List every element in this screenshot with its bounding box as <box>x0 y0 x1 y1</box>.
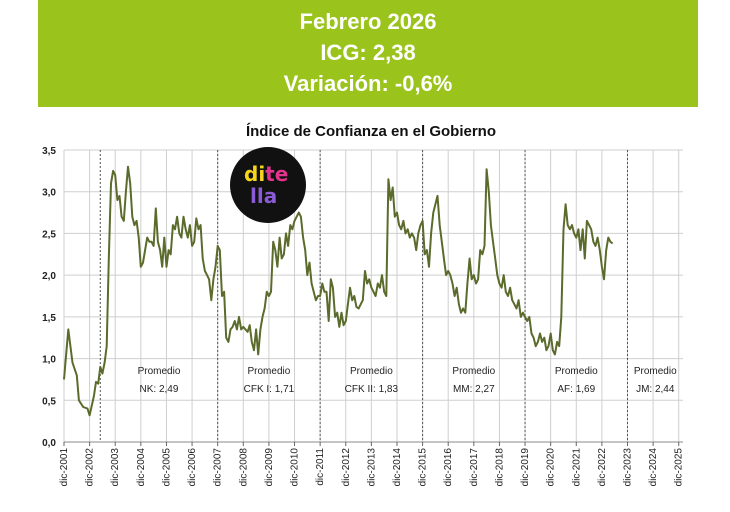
period-label-value: NK: 2,49 <box>140 384 179 395</box>
header-icg-value: ICG: 2,38 <box>320 40 416 65</box>
x-tick-label: dic-2004 <box>136 448 147 487</box>
header-variation: Variación: -0,6% <box>283 71 453 96</box>
y-tick-label: 1,0 <box>42 355 56 366</box>
logo-text-di: dite <box>244 162 288 186</box>
logo-te: te <box>265 162 288 186</box>
chart-title: Índice de Confianza en el Gobierno <box>246 123 496 140</box>
header-month: Febrero 2026 <box>299 9 437 34</box>
y-axis: 0,0 0,5 1,0 1,5 2,0 2,5 3,0 3,5 <box>42 146 56 449</box>
y-tick-label: 2,0 <box>42 271 56 282</box>
x-tick-label: dic-2014 <box>392 448 403 487</box>
x-tick-label: dic-2024 <box>648 448 659 487</box>
series-line <box>63 165 614 417</box>
x-tick-label: dic-2012 <box>341 448 352 487</box>
x-tick-label: dic-2019 <box>520 448 531 487</box>
x-tick-label: dic-2013 <box>366 448 377 487</box>
x-tick-label: dic-2021 <box>571 448 582 487</box>
period-label-title: Promedio <box>138 366 181 377</box>
period-label-title: Promedio <box>248 366 291 377</box>
x-tick-label: dic-2017 <box>469 448 480 487</box>
x-tick-label: dic-2011 <box>315 448 326 486</box>
y-tick-label: 1,5 <box>42 313 56 324</box>
period-label-value: JM: 2,44 <box>636 384 675 395</box>
y-tick-label: 2,5 <box>42 229 56 240</box>
logo-di: di <box>244 162 265 186</box>
y-tick-label: 0,5 <box>42 396 56 407</box>
x-tick-label: dic-2016 <box>443 448 454 487</box>
grid <box>63 149 683 443</box>
period-label-title: Promedio <box>634 366 677 377</box>
x-tick-label: dic-2020 <box>546 448 557 487</box>
period-labels: Promedio NK: 2,49 Promedio CFK I: 1,71 Prome… <box>138 366 678 395</box>
x-tick-label: dic-2005 <box>161 448 172 487</box>
chart: Índice de Confianza en el Gobierno 0,00,… <box>42 123 685 486</box>
x-axis: dic-2001 dic-2002 dic-2003 dic-2004 dic-2005… <box>59 442 685 486</box>
ditella-logo: dite lla <box>230 147 306 223</box>
y-tick-label: 3,0 <box>42 188 56 199</box>
x-tick-label: dic-2015 <box>418 448 429 487</box>
x-tick-label: dic-2023 <box>623 448 634 487</box>
period-label-title: Promedio <box>452 366 495 377</box>
period-label-value: CFK I: 1,71 <box>244 384 295 395</box>
x-tick-label: dic-2003 <box>110 448 121 487</box>
x-tick-label: dic-2010 <box>290 448 301 487</box>
x-tick-label: dic-2006 <box>187 448 198 487</box>
x-tick-label: dic-2002 <box>85 448 96 487</box>
y-tick-label: 3,5 <box>42 146 56 157</box>
x-tick-label: dic-2007 <box>213 448 224 487</box>
x-tick-label: dic-2018 <box>494 448 505 487</box>
period-label-title: Promedio <box>555 366 598 377</box>
x-tick-label: dic-2008 <box>238 448 249 487</box>
period-label-title: Promedio <box>350 366 393 377</box>
logo-lla: lla <box>250 184 277 208</box>
period-label-value: AF: 1,69 <box>557 384 595 395</box>
y-tick-label: 0,0 <box>42 438 56 449</box>
x-tick-label: dic-2009 <box>264 448 275 487</box>
period-label-value: MM: 2,27 <box>453 384 495 395</box>
logo-circle <box>230 147 306 223</box>
period-label-value: CFK II: 1,83 <box>345 384 399 395</box>
x-tick-label: dic-2022 <box>597 448 608 487</box>
x-tick-label: dic-2001 <box>59 448 70 487</box>
x-tick-label: dic-2025 <box>674 448 685 487</box>
series <box>63 165 614 417</box>
header-banner: Febrero 2026 ICG: 2,38 Variación: -0,6% <box>38 0 698 107</box>
